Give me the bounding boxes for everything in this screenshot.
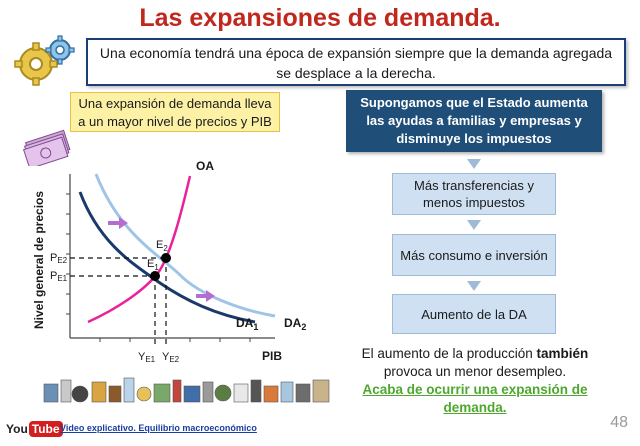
conclusion-line2: provoca un menor desempleo. xyxy=(383,364,567,379)
da1-label: DA1 xyxy=(236,316,258,332)
slide-title: Las expansiones de demanda. xyxy=(139,4,501,32)
e1-label: E1 xyxy=(147,258,159,272)
ye2-tick-label: YE2 xyxy=(162,351,180,364)
point-e2 xyxy=(161,253,171,263)
flow-head-box: Supongamos que el Estado aumenta las ayu… xyxy=(346,90,602,152)
flow-step-3: Aumento de la DA xyxy=(392,294,556,334)
flow-arrow-1 xyxy=(467,159,481,169)
oa-label: OA xyxy=(196,159,214,173)
conclusion-line1-b: también xyxy=(536,346,589,361)
gears-icon xyxy=(14,35,75,86)
page-number: 48 xyxy=(610,414,628,431)
consumer-goods-strip xyxy=(43,377,330,403)
oa-curve xyxy=(87,175,192,324)
video-link[interactable]: Video explicativo. Equilibrio macroeconó… xyxy=(60,423,257,433)
money-icon xyxy=(22,129,71,166)
ye1-tick-label: YE1 xyxy=(138,351,156,364)
youtube-logo: You Tube xyxy=(6,420,63,438)
youtube-you: You xyxy=(6,422,28,436)
y-axis-label: Nivel general de precios xyxy=(32,191,46,329)
youtube-tube: Tube xyxy=(28,421,63,437)
pe2-tick-label: PE2 xyxy=(50,252,68,265)
supply-demand-chart: Nivel general de precios PIB OA DA1 DA2 … xyxy=(32,159,306,364)
flow-step-1: Más transferencias y menos impuestos xyxy=(392,173,556,215)
da1-curve xyxy=(78,191,256,324)
conclusion-green: Acaba de ocurrir una expansión de demand… xyxy=(362,382,588,415)
shift-arrow-bottom xyxy=(196,290,215,302)
flow-arrow-3 xyxy=(467,281,481,291)
da2-curve xyxy=(94,173,276,318)
e2-label: E2 xyxy=(156,239,168,253)
flow-arrow-2 xyxy=(467,220,481,230)
shift-arrow-top xyxy=(108,217,128,229)
intro-box: Una economía tendrá una época de expansi… xyxy=(86,38,626,86)
yellow-note: Una expansión de demanda lleva a un mayo… xyxy=(70,92,280,132)
point-e1 xyxy=(150,271,160,281)
pe1-tick-label: PE1 xyxy=(50,270,68,283)
da2-label: DA2 xyxy=(284,316,306,332)
conclusion-line1-a: El aumento de la producción xyxy=(361,346,537,361)
conclusion-text: El aumento de la producción también prov… xyxy=(340,345,610,417)
flow-step-2: Más consumo e inversión xyxy=(392,234,556,276)
x-axis-label: PIB xyxy=(262,349,282,363)
